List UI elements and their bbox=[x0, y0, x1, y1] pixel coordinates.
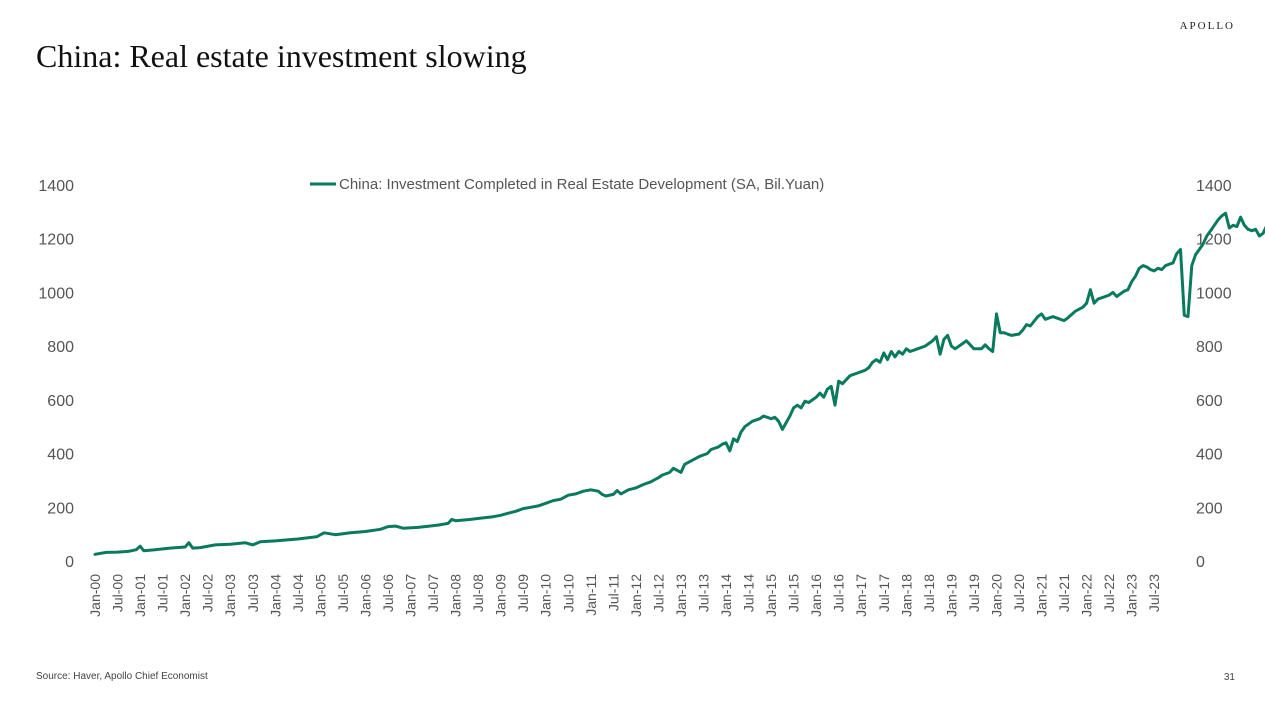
x-tick-label: Jan-13 bbox=[673, 574, 689, 617]
x-tick-label: Jan-10 bbox=[538, 574, 554, 617]
x-tick-label: Jul-05 bbox=[335, 574, 351, 612]
y-tick-label-left: 1000 bbox=[38, 285, 74, 302]
x-tick-label: Jul-18 bbox=[921, 574, 937, 612]
x-tick-label: Jan-06 bbox=[357, 574, 373, 617]
y-axis-right: 0 200 400 600 800 1000 1200 1400 bbox=[1196, 178, 1232, 571]
y-tick-label-right: 600 bbox=[1196, 393, 1223, 410]
x-tick-label: Jan-19 bbox=[943, 574, 959, 617]
x-tick-label: Jul-16 bbox=[831, 574, 847, 612]
page-title: China: Real estate investment slowing bbox=[36, 38, 527, 74]
x-tick-label: Jan-02 bbox=[177, 574, 193, 617]
x-tick-label: Jan-21 bbox=[1034, 574, 1050, 617]
x-tick-label: Jan-23 bbox=[1124, 574, 1140, 617]
x-tick-label: Jul-15 bbox=[786, 574, 802, 612]
x-tick-label: Jul-21 bbox=[1056, 574, 1072, 612]
x-tick-label: Jan-00 bbox=[87, 574, 103, 617]
y-axis-left: 0 200 400 600 800 1000 1200 1400 bbox=[38, 178, 74, 571]
plot-area bbox=[93, 211, 1265, 556]
x-tick-label: Jan-05 bbox=[312, 574, 328, 617]
x-tick-label: Jul-23 bbox=[1146, 574, 1162, 612]
page-number: 31 bbox=[1223, 672, 1235, 683]
x-tick-label: Jul-06 bbox=[380, 574, 396, 612]
x-tick-label: Jul-00 bbox=[110, 574, 126, 612]
x-tick-label: Jan-03 bbox=[222, 574, 238, 617]
y-tick-label-left: 0 bbox=[65, 554, 74, 571]
x-tick-label: Jul-03 bbox=[245, 574, 261, 612]
x-tick-label: Jan-18 bbox=[898, 574, 914, 617]
x-tick-label: Jul-13 bbox=[695, 574, 711, 612]
x-tick-label: Jul-17 bbox=[876, 574, 892, 612]
y-tick-label-left: 1200 bbox=[38, 232, 74, 249]
x-tick-label: Jul-09 bbox=[515, 574, 531, 612]
y-tick-label-right: 200 bbox=[1196, 500, 1223, 517]
y-tick-label-left: 600 bbox=[47, 393, 74, 410]
x-tick-label: Jan-04 bbox=[267, 574, 283, 617]
source-note: Source: Haver, Apollo Chief Economist bbox=[36, 671, 208, 682]
x-tick-label: Jul-02 bbox=[200, 574, 216, 612]
series-line bbox=[93, 211, 1265, 556]
x-tick-label: Jan-20 bbox=[988, 574, 1004, 617]
y-tick-label-left: 1400 bbox=[38, 178, 74, 195]
x-tick-label: Jul-19 bbox=[966, 574, 982, 612]
x-tick-label: Jan-12 bbox=[628, 574, 644, 617]
x-tick-label: Jul-04 bbox=[290, 574, 306, 612]
x-tick-label: Jul-20 bbox=[1011, 574, 1027, 612]
x-tick-label: Jul-14 bbox=[741, 574, 757, 612]
x-tick-label: Jan-08 bbox=[448, 574, 464, 617]
x-tick-label: Jul-07 bbox=[425, 574, 441, 612]
y-tick-label-left: 800 bbox=[47, 339, 74, 356]
y-tick-label-left: 400 bbox=[47, 447, 74, 464]
legend: China: Investment Completed in Real Esta… bbox=[310, 176, 824, 193]
x-tick-label: Jul-08 bbox=[470, 574, 486, 612]
y-tick-label-right: 800 bbox=[1196, 339, 1223, 356]
x-tick-label: Jan-17 bbox=[853, 574, 869, 617]
x-tick-label: Jan-15 bbox=[763, 574, 779, 617]
x-tick-label: Jan-11 bbox=[583, 574, 599, 616]
legend-label: China: Investment Completed in Real Esta… bbox=[339, 176, 824, 193]
x-tick-label: Jan-22 bbox=[1079, 574, 1095, 617]
x-tick-label: Jan-01 bbox=[132, 574, 148, 617]
y-tick-label-right: 0 bbox=[1196, 554, 1205, 571]
x-tick-label: Jan-09 bbox=[493, 574, 509, 617]
x-tick-label: Jul-01 bbox=[155, 574, 171, 612]
x-tick-label: Jul-10 bbox=[560, 574, 576, 612]
x-tick-label: Jul-11 bbox=[605, 574, 621, 611]
y-tick-label-right: 1000 bbox=[1196, 285, 1232, 302]
x-tick-label: Jan-07 bbox=[403, 574, 419, 617]
x-tick-label: Jul-12 bbox=[650, 574, 666, 612]
y-tick-label-right: 400 bbox=[1196, 447, 1223, 464]
x-tick-label: Jul-22 bbox=[1101, 574, 1117, 612]
brand-logo: APOLLO bbox=[1179, 20, 1235, 32]
y-tick-label-left: 200 bbox=[47, 500, 74, 517]
x-tick-label: Jan-14 bbox=[718, 574, 734, 617]
y-tick-label-right: 1200 bbox=[1196, 232, 1232, 249]
y-tick-label-right: 1400 bbox=[1196, 178, 1232, 195]
x-tick-label: Jan-16 bbox=[808, 574, 824, 617]
x-axis: Jan-00 Jul-00 Jan-01 Jul-01 Jan-02 Jul-02 Jan-… bbox=[87, 574, 1162, 617]
